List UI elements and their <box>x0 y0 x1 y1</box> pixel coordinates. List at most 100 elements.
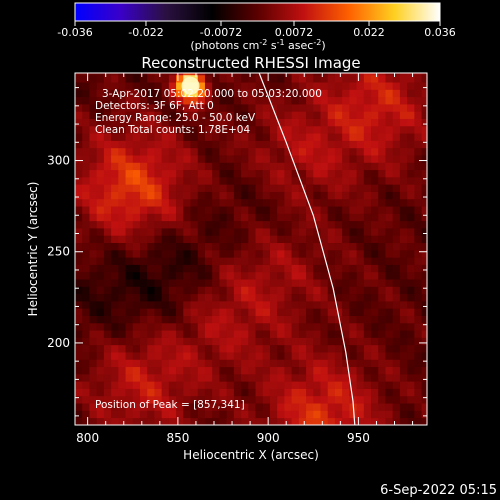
heatmap-cell <box>154 366 163 375</box>
heatmap-cell <box>334 74 343 83</box>
heatmap-cell <box>212 169 220 178</box>
heatmap-cell <box>204 133 213 141</box>
heatmap-cell <box>277 249 285 258</box>
heatmap-cell <box>356 235 365 244</box>
heatmap-cell <box>349 147 357 156</box>
heatmap-cell <box>204 147 213 156</box>
heatmap-cell <box>132 395 141 404</box>
heatmap-cell <box>298 96 307 105</box>
heatmap-cell <box>248 235 256 244</box>
heatmap-cell <box>89 308 98 316</box>
heatmap-cell <box>168 104 177 112</box>
heatmap-cell <box>342 206 350 214</box>
heatmap-cell <box>385 359 394 368</box>
heatmap-cell <box>407 395 415 404</box>
heatmap-cell <box>197 118 206 127</box>
heatmap-cell <box>226 315 235 324</box>
heatmap-cell <box>226 73 235 76</box>
heatmap-cell <box>96 147 105 156</box>
heatmap-cell <box>392 176 401 185</box>
heatmap-cell <box>219 206 228 214</box>
heatmap-cell <box>356 381 365 389</box>
heatmap-cell <box>233 125 242 134</box>
heatmap-cell <box>255 366 264 375</box>
heatmap-cell <box>89 352 98 360</box>
colorbar-tick-label: -0.0072 <box>200 26 242 39</box>
heatmap-cell <box>313 242 321 251</box>
heatmap-cell <box>378 271 386 280</box>
heatmap-cell <box>176 271 184 280</box>
heatmap-cell <box>197 198 206 207</box>
heatmap-cell <box>342 191 350 200</box>
heatmap-cell <box>118 417 126 425</box>
heatmap-cell <box>132 249 141 258</box>
heatmap-cell <box>392 381 401 389</box>
heatmap-cell <box>262 82 271 90</box>
heatmap-cell <box>226 249 235 258</box>
heatmap-cell <box>75 73 83 76</box>
heatmap-cell <box>248 206 256 214</box>
heatmap-cell <box>371 147 379 156</box>
heatmap-cell <box>262 111 271 119</box>
heatmap-cell <box>363 373 372 382</box>
heatmap-cell <box>75 235 83 244</box>
annotation-line: 3-Apr-2017 05:02:20.000 to 05:03:20.000 <box>102 88 322 100</box>
heatmap-cell <box>334 410 343 419</box>
heatmap-cell <box>204 257 213 265</box>
heatmap-cell <box>363 133 372 141</box>
heatmap-cell <box>277 315 285 324</box>
heatmap-cell <box>75 271 83 280</box>
heatmap-cell <box>154 111 163 119</box>
heatmap-cell <box>197 300 206 309</box>
heatmap-cell <box>212 198 220 207</box>
heatmap-cell <box>262 125 271 134</box>
heatmap-cell <box>349 322 357 331</box>
heatmap-cell <box>327 322 336 331</box>
heatmap-cell <box>298 344 307 353</box>
heatmap-cell <box>226 89 235 98</box>
heatmap-cell <box>154 213 163 222</box>
heatmap-cell <box>356 176 365 185</box>
heatmap-cell <box>219 73 228 76</box>
heatmap-cell <box>342 176 350 185</box>
heatmap-cell <box>82 140 90 149</box>
heatmap-cell <box>176 352 184 360</box>
heatmap-cell <box>139 191 148 200</box>
heatmap-cell <box>334 73 343 76</box>
heatmap-cell <box>269 169 278 178</box>
heatmap-cell <box>284 228 293 236</box>
heatmap-cell <box>421 373 427 382</box>
heatmap-cell <box>284 74 293 83</box>
heatmap-cell <box>291 279 300 287</box>
y-axis-label: Heliocentric Y (arcsec) <box>26 182 40 317</box>
heatmap-cell <box>298 366 307 375</box>
heatmap-cell <box>103 388 112 397</box>
heatmap-cell <box>291 257 300 265</box>
heatmap-cell <box>414 322 422 331</box>
heatmap-cell <box>356 286 365 295</box>
heatmap-cell <box>176 330 184 338</box>
heatmap-cell <box>161 249 170 258</box>
heatmap-cell <box>277 395 285 404</box>
heatmap-cell <box>378 242 386 251</box>
heatmap-cell <box>313 125 321 134</box>
heatmap-cell <box>356 308 365 316</box>
heatmap-cell <box>414 308 422 316</box>
heatmap-cell <box>111 352 119 360</box>
heatmap-cell <box>147 118 155 127</box>
heatmap-cell <box>392 162 401 171</box>
heatmap-cell <box>399 271 408 280</box>
heatmap-cell <box>204 366 213 375</box>
heatmap-cell <box>399 140 408 149</box>
heatmap-cell <box>147 381 155 389</box>
heatmap-cell <box>96 322 105 331</box>
heatmap-cell <box>320 293 329 302</box>
heatmap-cell <box>168 395 177 404</box>
heatmap-cell <box>132 373 141 382</box>
heatmap-cell <box>371 315 379 324</box>
heatmap-cell <box>356 264 365 273</box>
heatmap-cell <box>233 417 242 425</box>
heatmap-cell <box>407 242 415 251</box>
heatmap-cell <box>89 176 98 185</box>
heatmap-cell <box>132 111 141 119</box>
